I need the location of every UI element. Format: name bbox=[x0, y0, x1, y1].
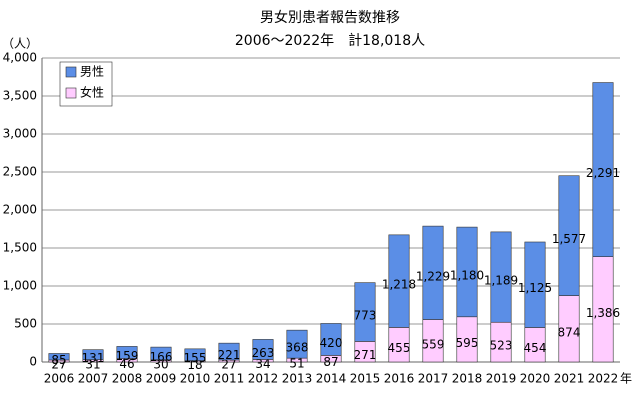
bar-segment bbox=[184, 348, 206, 361]
data-label: 559 bbox=[422, 337, 445, 351]
x-tick-label: 2017 bbox=[418, 372, 449, 386]
y-tick-label: 500 bbox=[14, 317, 37, 331]
data-label: 2,291 bbox=[586, 166, 620, 180]
data-label: 18 bbox=[187, 358, 202, 372]
bar-segment bbox=[82, 349, 104, 360]
x-tick-label: 2013 bbox=[282, 372, 313, 386]
data-label: 773 bbox=[354, 309, 377, 323]
data-label: 1,189 bbox=[484, 274, 518, 288]
legend-label: 男性 bbox=[80, 65, 104, 79]
data-label: 454 bbox=[524, 341, 547, 355]
x-tick-label: 2006 bbox=[44, 372, 75, 386]
y-axis-label: （人） bbox=[2, 37, 38, 51]
x-axis-label: 年 bbox=[620, 372, 632, 386]
x-tick-label: 2015 bbox=[350, 372, 381, 386]
data-label: 1,386 bbox=[586, 306, 620, 320]
bar-segment bbox=[456, 226, 478, 318]
bar-segment bbox=[218, 342, 240, 361]
y-tick-label: 0 bbox=[29, 355, 37, 369]
data-label: 1,577 bbox=[552, 232, 586, 246]
chart-title: 男女別患者報告数推移 bbox=[260, 9, 400, 26]
bar-segment bbox=[320, 323, 342, 356]
legend-swatch bbox=[65, 66, 77, 78]
y-tick-label: 1,500 bbox=[3, 241, 37, 255]
legend-label: 女性 bbox=[80, 85, 104, 100]
bar-segment bbox=[252, 339, 274, 360]
y-tick-label: 2,500 bbox=[3, 165, 37, 179]
bar-segment bbox=[388, 234, 410, 328]
data-label: 30 bbox=[153, 357, 168, 371]
data-label: 27 bbox=[51, 357, 66, 371]
x-tick-label: 2021 bbox=[554, 372, 585, 386]
data-label: 85 bbox=[51, 353, 66, 367]
data-label: 263 bbox=[252, 346, 275, 360]
x-tick-label: 2010 bbox=[180, 372, 211, 386]
bar-segment bbox=[490, 231, 512, 323]
bar-segment bbox=[558, 175, 580, 296]
bar-segment bbox=[116, 346, 138, 359]
x-tick-label: 2012 bbox=[248, 372, 279, 386]
data-label: 271 bbox=[354, 348, 377, 362]
data-label: 27 bbox=[221, 357, 236, 371]
data-label: 523 bbox=[490, 339, 513, 353]
data-label: 166 bbox=[150, 350, 173, 364]
bar-segment bbox=[150, 346, 172, 361]
data-label: 31 bbox=[85, 357, 100, 371]
data-label: 420 bbox=[320, 336, 343, 350]
bar-segment bbox=[524, 241, 546, 328]
y-tick-label: 3,500 bbox=[3, 89, 37, 103]
x-tick-label: 2011 bbox=[214, 372, 245, 386]
data-label: 1,218 bbox=[382, 278, 416, 292]
data-label: 1,125 bbox=[518, 281, 552, 295]
bar-segment bbox=[422, 225, 444, 320]
data-label: 155 bbox=[184, 351, 207, 365]
data-label: 131 bbox=[82, 351, 105, 365]
bar-segment bbox=[286, 329, 308, 359]
y-tick-label: 4,000 bbox=[3, 51, 37, 65]
y-tick-label: 1,000 bbox=[3, 279, 37, 293]
y-tick-label: 3,000 bbox=[3, 127, 37, 141]
x-tick-label: 2008 bbox=[112, 372, 143, 386]
data-label: 221 bbox=[218, 348, 241, 362]
x-tick-label: 2018 bbox=[452, 372, 483, 386]
data-label: 874 bbox=[558, 325, 581, 339]
data-label: 1,180 bbox=[450, 268, 484, 282]
x-tick-label: 2007 bbox=[78, 372, 109, 386]
data-label: 51 bbox=[289, 357, 304, 371]
bar-segment bbox=[354, 282, 376, 342]
x-tick-label: 2016 bbox=[384, 372, 415, 386]
data-label: 455 bbox=[388, 341, 411, 355]
x-tick-label: 2020 bbox=[520, 372, 551, 386]
x-tick-label: 2022 bbox=[588, 372, 619, 386]
data-label: 368 bbox=[286, 341, 309, 355]
x-tick-label: 2014 bbox=[316, 372, 347, 386]
bar-segment bbox=[592, 82, 614, 257]
bar-segment bbox=[48, 353, 70, 361]
data-label: 87 bbox=[323, 355, 338, 369]
data-label: 46 bbox=[119, 357, 134, 371]
data-label: 159 bbox=[116, 349, 139, 363]
legend-swatch bbox=[65, 87, 77, 99]
data-label: 1,229 bbox=[416, 269, 450, 283]
data-label: 34 bbox=[255, 357, 270, 371]
x-tick-label: 2009 bbox=[146, 372, 177, 386]
chart-subtitle: 2006～2022年 計18,018人 bbox=[235, 33, 425, 49]
x-tick-label: 2019 bbox=[486, 372, 517, 386]
y-tick-label: 2,000 bbox=[3, 203, 37, 217]
data-label: 595 bbox=[456, 336, 479, 350]
